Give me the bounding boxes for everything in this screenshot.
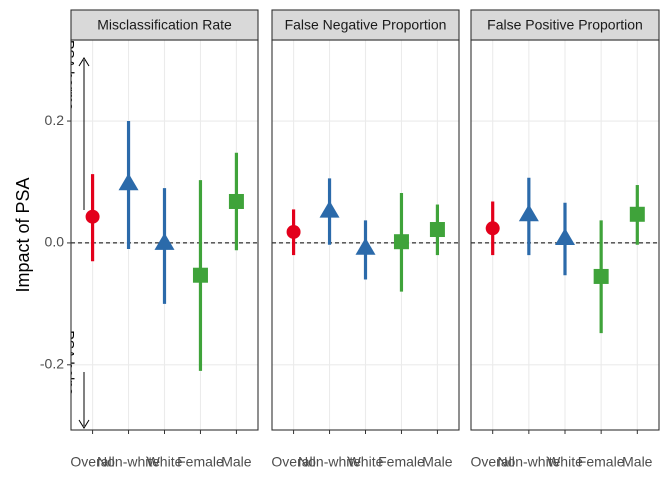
- strip-title: False Positive Proportion: [487, 17, 643, 33]
- x-tick-label: Male: [422, 454, 453, 470]
- point: [154, 232, 175, 250]
- point: [85, 209, 100, 224]
- x-tick-label: Overall: [70, 454, 114, 470]
- point: [319, 200, 340, 218]
- x-tick-label: Overall: [471, 454, 515, 470]
- x-tick-label: White: [547, 454, 583, 470]
- point: [355, 237, 376, 255]
- annotation: PSA harms: [61, 40, 77, 110]
- y-tick-label: 0.0: [45, 234, 65, 250]
- strip: [470, 9, 660, 41]
- point: [118, 173, 139, 191]
- y-tick-label: -0.2: [40, 356, 64, 372]
- point: [629, 206, 645, 222]
- point: [192, 267, 208, 283]
- x-tick-label: Non-white: [298, 454, 361, 470]
- annotation: PSA helps: [61, 330, 77, 395]
- point: [485, 221, 500, 236]
- strip: [70, 9, 259, 41]
- x-tick-label: Male: [221, 454, 252, 470]
- x-tick-label: Non-white: [97, 454, 160, 470]
- strip-title: False Negative Proportion: [285, 17, 447, 33]
- y-tick-label: 0.2: [45, 112, 65, 128]
- point: [228, 193, 244, 209]
- strip: [271, 9, 460, 41]
- point: [429, 222, 445, 238]
- point: [393, 234, 409, 250]
- strip-title: Misclassification Rate: [97, 17, 232, 33]
- x-tick-label: Overall: [271, 454, 315, 470]
- x-tick-label: White: [348, 454, 384, 470]
- arrow-head: [78, 57, 90, 67]
- point: [593, 268, 609, 284]
- arrow-head: [78, 419, 90, 429]
- annotations: PSA harms PSA helps: [61, 40, 90, 429]
- x-tick-label: Female: [177, 454, 224, 470]
- y-axis-title: Impact of PSA: [13, 177, 33, 292]
- x-tick-label: White: [147, 454, 183, 470]
- point: [555, 228, 575, 246]
- point: [518, 204, 539, 222]
- x-tick-label: Female: [578, 454, 625, 470]
- point: [286, 224, 301, 239]
- x-tick-label: Male: [622, 454, 653, 470]
- x-tick-label: Female: [378, 454, 425, 470]
- x-tick-label: Non-white: [497, 454, 560, 470]
